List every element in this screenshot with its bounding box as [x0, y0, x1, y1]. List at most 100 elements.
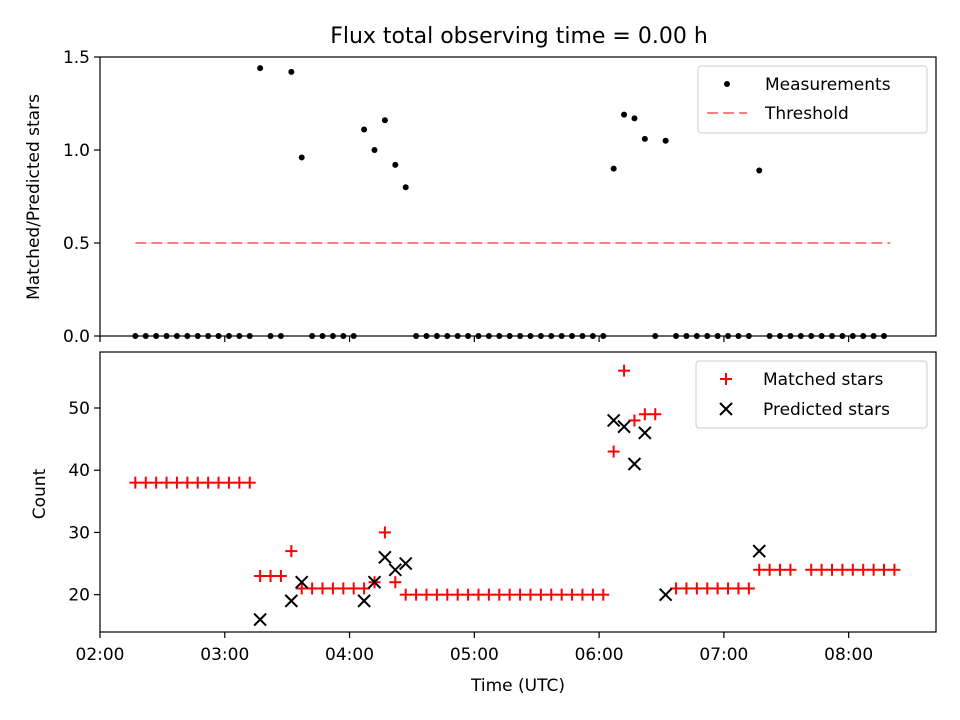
count-y-tick-label-2: 40	[68, 461, 90, 481]
matched-star-point-9	[222, 476, 235, 489]
matched-star-point-43	[576, 588, 589, 601]
count-legend-predicted-marker	[719, 402, 733, 416]
matched-star-point-67	[846, 563, 859, 576]
predicted-star-point-6	[388, 563, 403, 577]
matched-star-point-45	[597, 588, 610, 601]
count-x-tick-label-4: 06:00	[575, 645, 624, 665]
measurement-point-47	[621, 111, 628, 118]
matched-star-point-41	[555, 588, 568, 601]
predicted-star-point-2	[295, 575, 309, 589]
ratio-panel: 0.0 0.5 1.0 1.5 Matched/Predicted stars Mea…	[24, 48, 937, 347]
measurement-point-12	[257, 65, 264, 72]
matched-star-point-55	[711, 582, 724, 595]
matched-star-point-56	[722, 582, 735, 595]
matched-star-point-28	[420, 588, 433, 601]
measurement-point-26	[402, 184, 409, 191]
ratio-y-tick-label-0: 0.0	[63, 327, 90, 347]
matched-star-point-16	[295, 582, 308, 595]
ratio-legend-threshold-label: Threshold	[764, 104, 849, 124]
matched-star-point-11	[243, 476, 256, 489]
matched-star-point-50	[649, 408, 662, 421]
matched-star-point-19	[326, 582, 339, 595]
measurement-point-51	[662, 137, 669, 144]
matched-star-point-46	[607, 445, 620, 458]
matched-star-point-24	[378, 526, 391, 539]
matched-star-point-8	[212, 476, 225, 489]
predicted-star-point-4	[367, 575, 382, 589]
matched-star-point-61	[774, 563, 787, 576]
measurement-point-25	[392, 161, 399, 168]
matched-star-point-64	[815, 563, 828, 576]
count-legend-box	[695, 360, 928, 429]
count-x-tick-label-5: 07:00	[699, 645, 748, 665]
matched-star-point-44	[586, 588, 599, 601]
matched-star-point-57	[732, 582, 745, 595]
matched-star-point-60	[763, 563, 776, 576]
matched-star-point-33	[472, 588, 485, 601]
matched-star-point-21	[347, 582, 360, 595]
matched-star-point-30	[441, 588, 454, 601]
matched-star-point-34	[482, 588, 495, 601]
ratio-y-tick-label-1: 0.5	[63, 234, 90, 254]
measurement-point-23	[371, 147, 378, 153]
measurement-point-60	[756, 167, 763, 174]
matched-star-point-18	[316, 582, 329, 595]
matched-star-point-51	[670, 582, 683, 595]
matched-star-point-40	[545, 588, 558, 601]
matched-star-point-6	[191, 476, 204, 489]
matched-star-point-2	[150, 476, 163, 489]
measurement-point-48	[631, 115, 638, 122]
matched-star-point-39	[534, 588, 547, 601]
matched-star-point-70	[878, 563, 891, 576]
count-x-tick-label-6: 08:00	[824, 645, 873, 665]
count-y-tick-label-0: 20	[68, 586, 90, 606]
matched-star-point-47	[618, 364, 631, 377]
matched-star-point-22	[358, 582, 371, 595]
matched-star-point-71	[888, 563, 901, 576]
count-legend-predicted-label: Predicted stars	[763, 400, 890, 420]
matched-star-point-5	[181, 476, 194, 489]
measurement-point-22	[361, 126, 368, 133]
matched-star-point-69	[867, 563, 880, 576]
matched-star-point-49	[638, 408, 651, 421]
ratio-legend-box	[697, 65, 928, 134]
count-x-tick-label-2: 04:00	[325, 645, 374, 665]
matched-star-point-63	[805, 563, 818, 576]
matched-star-point-3	[160, 476, 173, 489]
count-legend-matched-label: Matched stars	[763, 370, 883, 390]
predicted-star-point-12	[658, 587, 673, 602]
matched-star-point-36	[503, 588, 516, 601]
matched-star-point-27	[410, 588, 423, 601]
matched-star-point-4	[170, 476, 183, 489]
chart-title: Flux total observing time = 0.00 h	[330, 24, 708, 49]
matched-star-point-17	[306, 582, 319, 595]
matched-star-point-52	[680, 582, 693, 595]
matched-star-point-0	[129, 476, 142, 489]
predicted-star-point-13	[752, 544, 766, 558]
matched-star-point-13	[264, 570, 277, 582]
count-x-tick-label-3: 05:00	[450, 645, 499, 665]
predicted-star-point-3	[357, 594, 371, 608]
matched-star-point-26	[399, 588, 412, 601]
predicted-star-point-5	[378, 550, 392, 565]
ratio-legend-measurements-marker	[724, 81, 730, 87]
predicted-star-point-11	[638, 426, 652, 440]
matched-star-point-10	[233, 476, 246, 489]
matched-star-point-66	[836, 563, 849, 576]
count-panel-x-axis-label: Time (UTC)	[470, 676, 565, 696]
ratio-legend-measurements-label: Measurements	[765, 75, 891, 95]
matched-star-point-62	[784, 563, 797, 576]
count-panel-y-axis-label: Count	[30, 468, 50, 519]
matched-star-point-65	[826, 563, 839, 576]
matched-star-point-58	[742, 582, 755, 595]
ratio-panel-frame	[99, 56, 937, 337]
matched-star-point-48	[628, 414, 641, 427]
matched-star-point-42	[566, 588, 579, 601]
matched-star-point-29	[430, 588, 443, 601]
count-x-tick-label-0: 02:00	[76, 645, 125, 665]
matched-star-point-32	[462, 588, 475, 601]
count-y-tick-label-3: 50	[68, 399, 90, 419]
matched-star-point-59	[753, 563, 766, 576]
matched-star-point-1	[139, 476, 152, 489]
